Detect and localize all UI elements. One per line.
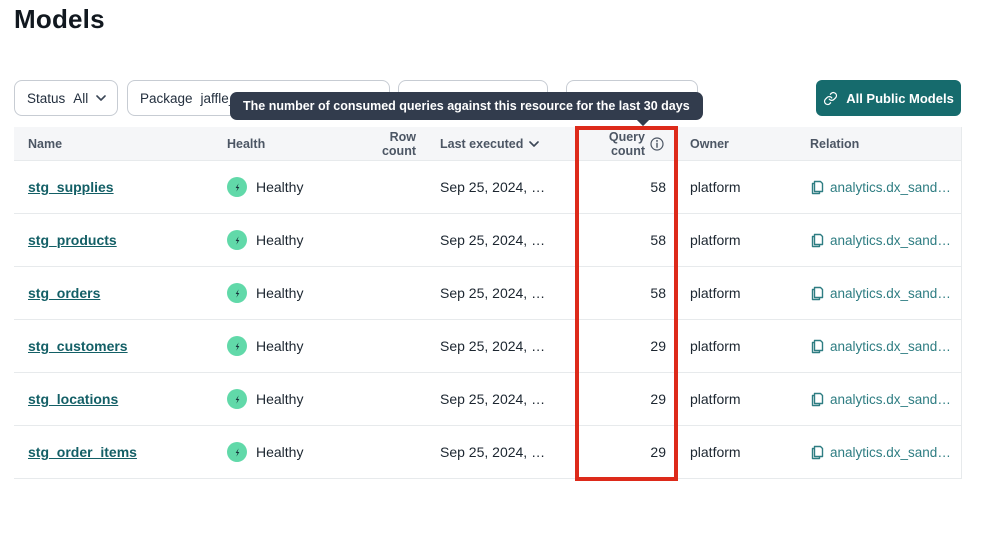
status-filter-label: Status: [27, 90, 66, 106]
health-status: Healthy: [256, 391, 304, 407]
table-row: stg_order_items Healthy Sep 25, 2024, … …: [14, 426, 961, 479]
relation-link[interactable]: analytics.dx_sand…: [830, 391, 951, 407]
link-icon: [824, 91, 838, 105]
health-badge-icon: [227, 336, 247, 356]
copy-document-icon[interactable]: [810, 445, 824, 460]
status-filter-value: All: [73, 90, 89, 106]
info-icon[interactable]: [650, 136, 664, 151]
owner-value: platform: [690, 179, 741, 195]
query-count-value: 58: [650, 285, 666, 301]
query-count-value: 29: [650, 391, 666, 407]
last-executed-value: Sep 25, 2024, …: [440, 179, 546, 195]
relation-link[interactable]: analytics.dx_sand…: [830, 232, 951, 248]
last-executed-value: Sep 25, 2024, …: [440, 232, 546, 248]
health-status: Healthy: [256, 232, 304, 248]
model-link[interactable]: stg_supplies: [28, 179, 114, 195]
last-executed-value: Sep 25, 2024, …: [440, 285, 546, 301]
col-header-relation[interactable]: Relation: [810, 136, 860, 151]
owner-value: platform: [690, 444, 741, 460]
all-public-models-label: All Public Models: [846, 90, 954, 106]
query-count-label: Query count: [608, 129, 645, 158]
health-badge-icon: [227, 177, 247, 197]
model-link[interactable]: stg_products: [28, 232, 117, 248]
table-header-row: Name Health Row count Last executed Quer…: [14, 127, 961, 161]
col-header-health[interactable]: Health: [227, 136, 266, 151]
page-title: Models: [14, 4, 105, 34]
copy-document-icon[interactable]: [810, 339, 824, 354]
table-row: stg_locations Healthy Sep 25, 2024, … 29…: [14, 373, 961, 426]
health-badge-icon: [227, 389, 247, 409]
health-badge-icon: [227, 230, 247, 250]
last-executed-value: Sep 25, 2024, …: [440, 391, 546, 407]
model-link[interactable]: stg_customers: [28, 338, 128, 354]
relation-link[interactable]: analytics.dx_sand…: [830, 179, 951, 195]
models-table: Name Health Row count Last executed Quer…: [14, 127, 962, 479]
copy-document-icon[interactable]: [810, 392, 824, 407]
col-header-last-executed[interactable]: Last executed: [426, 137, 578, 151]
all-public-models-button[interactable]: All Public Models: [816, 80, 961, 116]
copy-document-icon[interactable]: [810, 233, 824, 248]
table-row: stg_supplies Healthy Sep 25, 2024, … 58 …: [14, 161, 961, 214]
package-filter-value: jaffle_: [200, 90, 237, 106]
query-count-value: 29: [650, 444, 666, 460]
table-row: stg_products Healthy Sep 25, 2024, … 58 …: [14, 214, 961, 267]
last-executed-value: Sep 25, 2024, …: [440, 338, 546, 354]
copy-document-icon[interactable]: [810, 180, 824, 195]
query-count-value: 58: [650, 232, 666, 248]
health-status: Healthy: [256, 285, 304, 301]
query-count-tooltip: The number of consumed queries against t…: [230, 92, 703, 120]
model-link[interactable]: stg_orders: [28, 285, 101, 301]
owner-value: platform: [690, 391, 741, 407]
table-row: stg_customers Healthy Sep 25, 2024, … 29…: [14, 320, 961, 373]
package-filter-label: Package: [140, 90, 193, 106]
relation-link[interactable]: analytics.dx_sand…: [830, 444, 951, 460]
relation-link[interactable]: analytics.dx_sand…: [830, 285, 951, 301]
chevron-down-icon: [96, 95, 107, 101]
health-status: Healthy: [256, 179, 304, 195]
sort-chevron-icon[interactable]: [529, 140, 540, 147]
health-status: Healthy: [256, 444, 304, 460]
owner-value: platform: [690, 285, 741, 301]
table-row: stg_orders Healthy Sep 25, 2024, … 58 pl…: [14, 267, 961, 320]
health-badge-icon: [227, 283, 247, 303]
query-count-value: 58: [650, 179, 666, 195]
model-link[interactable]: stg_order_items: [28, 444, 137, 460]
col-header-name[interactable]: Name: [28, 136, 63, 151]
health-badge-icon: [227, 442, 247, 462]
owner-value: platform: [690, 338, 741, 354]
query-count-value: 29: [650, 338, 666, 354]
col-header-row-count[interactable]: Row count: [381, 129, 416, 158]
col-header-query-count[interactable]: Query count: [578, 130, 678, 158]
model-link[interactable]: stg_locations: [28, 391, 119, 407]
col-header-owner[interactable]: Owner: [690, 136, 729, 151]
health-status: Healthy: [256, 338, 304, 354]
relation-link[interactable]: analytics.dx_sand…: [830, 338, 951, 354]
copy-document-icon[interactable]: [810, 286, 824, 301]
last-executed-label: Last executed: [440, 136, 524, 151]
last-executed-value: Sep 25, 2024, …: [440, 444, 546, 460]
owner-value: platform: [690, 232, 741, 248]
status-filter[interactable]: Status All: [14, 80, 118, 116]
